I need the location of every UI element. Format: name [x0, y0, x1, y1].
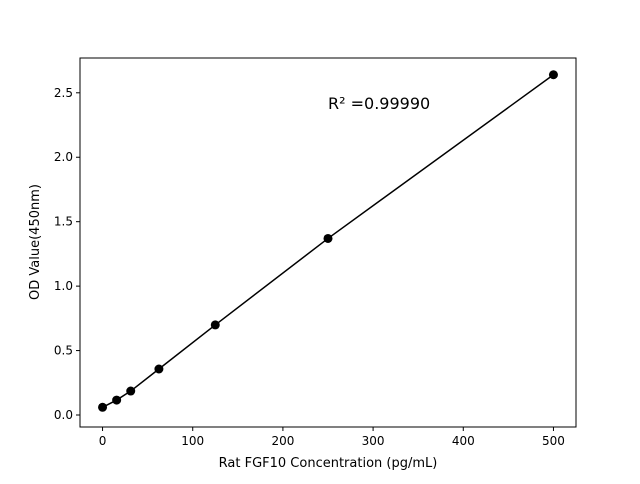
- y-tick-label: 0.5: [54, 344, 73, 358]
- x-tick-label: 500: [542, 434, 565, 448]
- data-point: [126, 386, 136, 396]
- data-point: [548, 70, 558, 80]
- data-point: [112, 395, 122, 405]
- x-tick-label: 100: [181, 434, 204, 448]
- data-point: [323, 233, 333, 243]
- x-tick-label: 400: [452, 434, 475, 448]
- x-tick-label: 200: [271, 434, 294, 448]
- data-point: [154, 364, 164, 374]
- y-axis-label: OD Value(450nm): [28, 184, 43, 300]
- x-axis-label: Rat FGF10 Concentration (pg/mL): [219, 456, 438, 471]
- y-tick-label: 1.0: [54, 279, 73, 293]
- data-point: [98, 402, 108, 412]
- data-point: [210, 320, 220, 330]
- x-tick-label: 300: [362, 434, 385, 448]
- r-squared-annotation: R² =0.99990: [328, 94, 430, 113]
- y-tick-label: 0.0: [54, 408, 73, 422]
- y-tick-label: 2.0: [54, 150, 73, 164]
- y-tick-label: 2.5: [54, 86, 73, 100]
- x-tick-label: 0: [99, 434, 107, 448]
- y-tick-label: 1.5: [54, 215, 73, 229]
